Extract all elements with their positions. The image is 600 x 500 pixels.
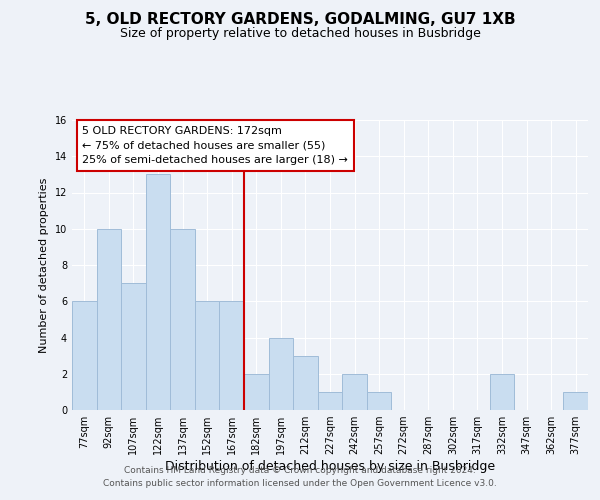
Bar bbox=[269, 338, 293, 410]
Bar bbox=[367, 392, 391, 410]
Bar bbox=[170, 229, 195, 410]
Bar bbox=[342, 374, 367, 410]
Bar bbox=[293, 356, 318, 410]
Bar bbox=[220, 301, 244, 410]
Text: 5, OLD RECTORY GARDENS, GODALMING, GU7 1XB: 5, OLD RECTORY GARDENS, GODALMING, GU7 1… bbox=[85, 12, 515, 28]
Bar bbox=[97, 229, 121, 410]
Bar bbox=[72, 301, 97, 410]
Text: 5 OLD RECTORY GARDENS: 172sqm
← 75% of detached houses are smaller (55)
25% of s: 5 OLD RECTORY GARDENS: 172sqm ← 75% of d… bbox=[82, 126, 348, 166]
Y-axis label: Number of detached properties: Number of detached properties bbox=[39, 178, 49, 352]
Bar bbox=[121, 283, 146, 410]
Bar bbox=[146, 174, 170, 410]
X-axis label: Distribution of detached houses by size in Busbridge: Distribution of detached houses by size … bbox=[165, 460, 495, 473]
Bar bbox=[244, 374, 269, 410]
Bar bbox=[490, 374, 514, 410]
Text: Size of property relative to detached houses in Busbridge: Size of property relative to detached ho… bbox=[119, 28, 481, 40]
Text: Contains HM Land Registry data © Crown copyright and database right 2024.
Contai: Contains HM Land Registry data © Crown c… bbox=[103, 466, 497, 487]
Bar bbox=[563, 392, 588, 410]
Bar bbox=[195, 301, 220, 410]
Bar bbox=[318, 392, 342, 410]
